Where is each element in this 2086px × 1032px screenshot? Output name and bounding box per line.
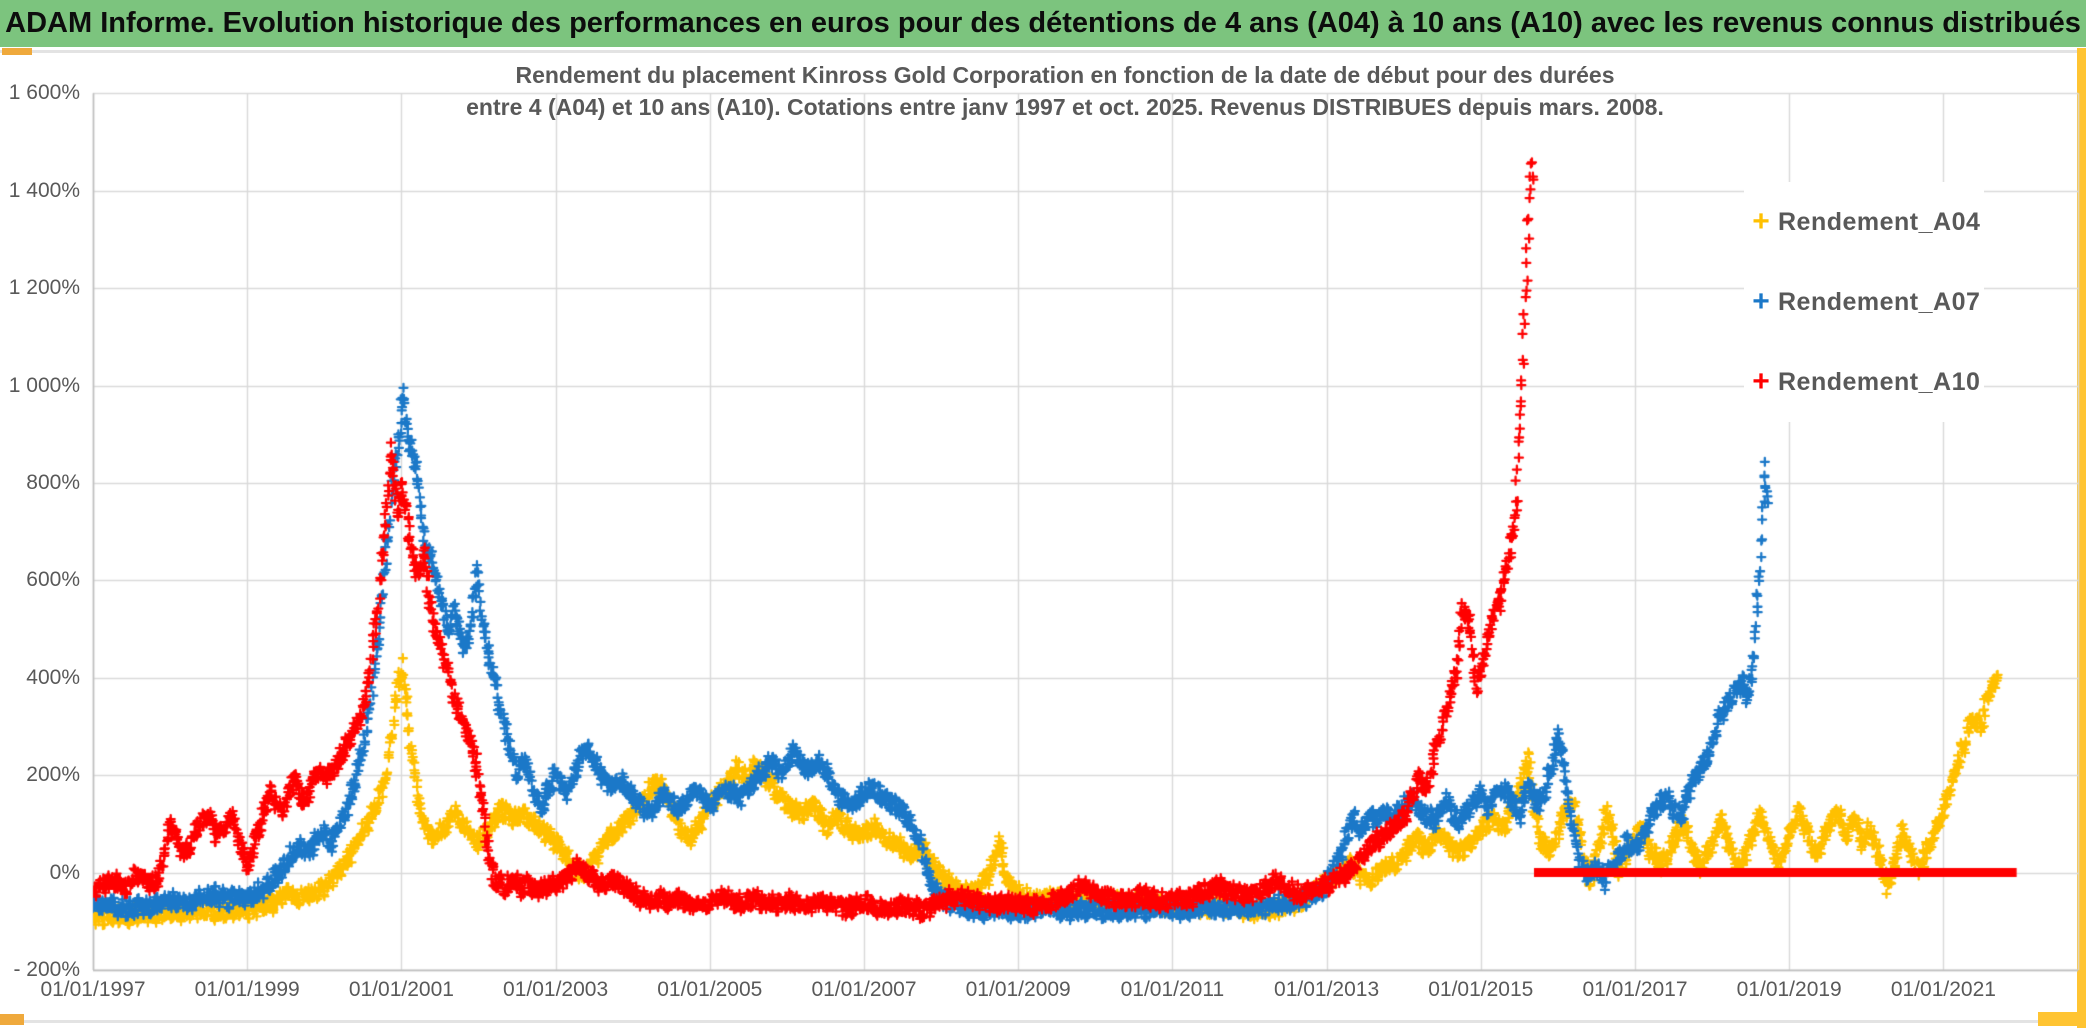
legend-item-rendement-a07: + Rendement_A07 xyxy=(1744,262,1984,342)
y-tick-label: 1 200% xyxy=(8,276,80,300)
legend-label: Rendement_A10 xyxy=(1778,367,1981,396)
x-tick-label: 01/01/2007 xyxy=(811,978,917,1001)
legend-item-rendement-a04: + Rendement_A04 xyxy=(1744,182,1984,262)
plus-marker-icon: + xyxy=(1752,205,1770,238)
chart-legend: + Rendement_A04 + Rendement_A07 + Rendem… xyxy=(1744,182,1984,422)
y-tick-label: 400% xyxy=(26,665,80,689)
x-tick-label: 01/01/1997 xyxy=(40,978,146,1001)
x-tick-label: 01/01/2001 xyxy=(348,978,454,1001)
x-tick-label: 01/01/2013 xyxy=(1274,978,1380,1001)
x-tick-label: 01/01/2017 xyxy=(1582,978,1688,1001)
x-tick-label: 01/01/2015 xyxy=(1428,978,1534,1001)
chart-title-line-1: Rendement du placement Kinross Gold Corp… xyxy=(515,62,1615,88)
y-tick-label: 1 000% xyxy=(8,373,80,397)
plus-marker-icon: + xyxy=(1752,285,1770,318)
y-tick-label: 200% xyxy=(26,763,80,787)
chart-title-line-2: entre 4 (A04) et 10 ans (A10). Cotations… xyxy=(466,94,1664,120)
legend-label: Rendement_A07 xyxy=(1778,287,1981,316)
x-tick-label: 01/01/2011 xyxy=(1120,978,1225,1001)
y-tick-label: 1 400% xyxy=(8,178,80,202)
chart-title: Rendement du placement Kinross Gold Corp… xyxy=(400,59,1730,123)
x-tick-label: 01/01/2021 xyxy=(1890,978,1996,1001)
x-tick-label: 01/01/1999 xyxy=(194,978,300,1001)
x-tick-label: 01/01/2019 xyxy=(1736,978,1842,1001)
y-tick-label: 600% xyxy=(26,568,80,592)
y-tick-label: 0% xyxy=(49,860,80,884)
y-tick-label: 1 600% xyxy=(8,81,80,105)
x-tick-label: 01/01/2005 xyxy=(657,978,763,1001)
y-tick-label: - 200% xyxy=(13,957,80,981)
y-tick-label: 800% xyxy=(26,470,80,494)
plus-marker-icon: + xyxy=(1752,365,1770,398)
legend-item-rendement-a10: + Rendement_A10 xyxy=(1744,342,1984,422)
legend-label: Rendement_A04 xyxy=(1778,207,1981,236)
x-tick-label: 01/01/2009 xyxy=(965,978,1071,1001)
x-tick-label: 01/01/2003 xyxy=(503,978,609,1001)
